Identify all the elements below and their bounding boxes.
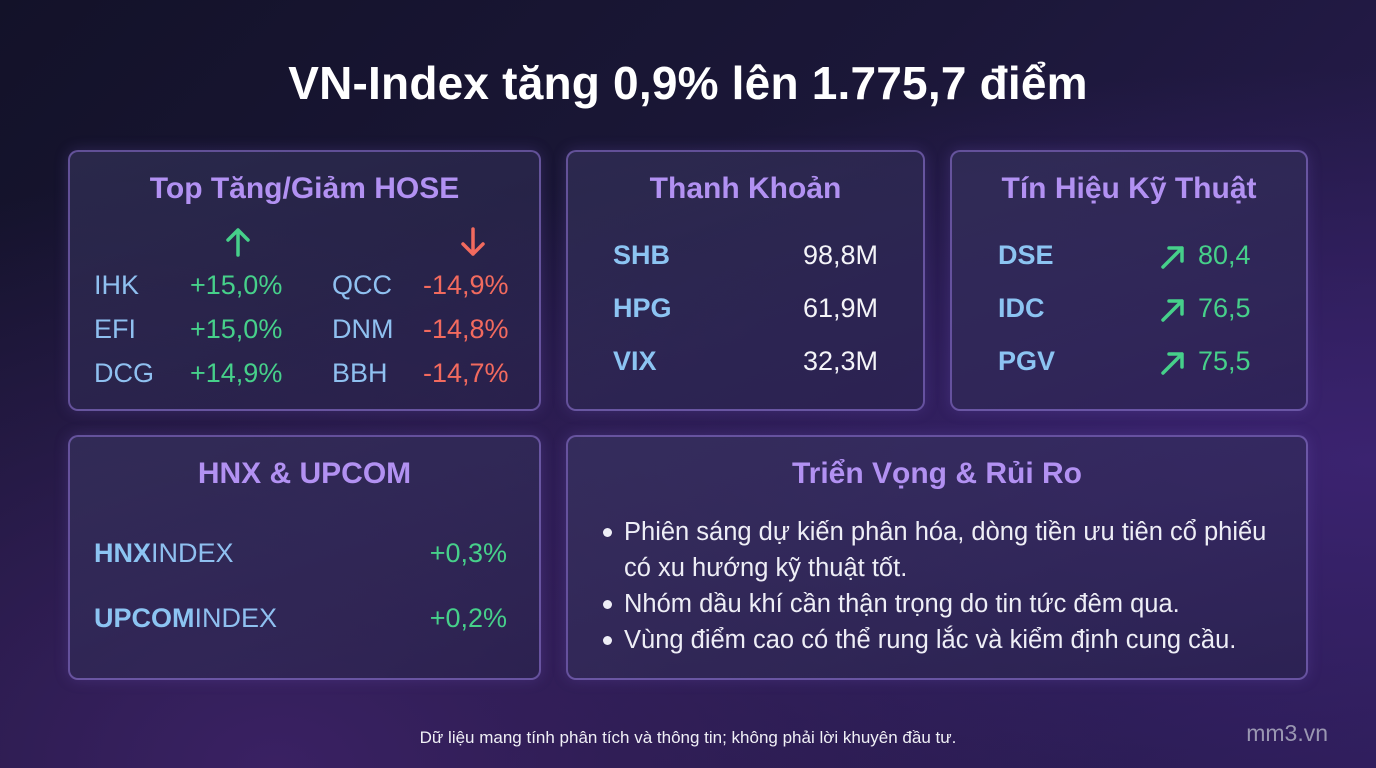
index-name-bold: UPCOM bbox=[94, 603, 195, 633]
loser-change: -14,8% bbox=[423, 314, 509, 344]
liquidity-ticker: HPG bbox=[613, 293, 672, 323]
index-change: +0,2% bbox=[429, 603, 507, 633]
index-name-rest: INDEX bbox=[194, 603, 278, 633]
technical-card: Tín Hiệu Kỹ Thuật DSE 80,4 IDC 76,5 PGV … bbox=[950, 150, 1308, 411]
hnx-upcom-card: HNX & UPCOM HNXINDEX +0,3% UPCOMINDEX +0… bbox=[68, 435, 541, 680]
list-item: Phiên sáng dự kiến phân hóa, dòng tiền ư… bbox=[600, 514, 1290, 586]
liquidity-title: Thanh Khoản bbox=[649, 172, 842, 205]
liquidity-value: 32,3M bbox=[802, 346, 878, 376]
liquidity-value: 98,8M bbox=[802, 240, 878, 270]
outlook-bullets: Phiên sáng dự kiến phân hóa, dòng tiền ư… bbox=[600, 514, 1290, 658]
list-item: Vùng điểm cao có thể rung lắc và kiểm đị… bbox=[600, 622, 1290, 658]
gainer-change: +15,0% bbox=[190, 314, 283, 344]
index-name-rest: INDEX bbox=[151, 538, 234, 568]
technical-ticker: PGV bbox=[998, 346, 1056, 376]
loser-change: -14,9% bbox=[423, 270, 509, 300]
page-title: VN-Index tăng 0,9% lên 1.775,7 điểm bbox=[288, 57, 1088, 109]
technical-ticker: DSE bbox=[998, 240, 1054, 270]
gainer-change: +14,9% bbox=[190, 358, 283, 388]
top-hose-title: Top Tăng/Giảm HOSE bbox=[149, 172, 460, 205]
gainer-ticker: IHK bbox=[94, 270, 140, 300]
trend-up-icon bbox=[1161, 246, 1184, 269]
technical-value: 75,5 bbox=[1198, 346, 1251, 376]
index-name-upcom: UPCOMINDEX bbox=[94, 603, 277, 634]
top-hose-card: Top Tăng/Giảm HOSE IHK +15,0% QCC -14,9%… bbox=[68, 150, 541, 411]
liquidity-card: Thanh Khoản SHB 98,8M HPG 61,9M VIX 32,3… bbox=[566, 150, 925, 411]
gainer-ticker: DCG bbox=[94, 358, 154, 388]
outlook-title: Triển Vọng & Rủi Ro bbox=[792, 457, 1082, 490]
hnx-upcom-title: HNX & UPCOM bbox=[197, 457, 412, 490]
arrow-down-icon bbox=[461, 227, 485, 256]
list-item: Nhóm dầu khí cần thận trọng do tin tức đ… bbox=[600, 586, 1290, 622]
loser-change: -14,7% bbox=[423, 358, 509, 388]
gainer-ticker: EFI bbox=[94, 314, 137, 344]
index-name-bold: HNX bbox=[94, 538, 152, 568]
index-name-hnx: HNXINDEX bbox=[94, 538, 234, 569]
liquidity-ticker: SHB bbox=[613, 240, 671, 270]
liquidity-ticker: VIX bbox=[613, 346, 657, 376]
technical-title: Tín Hiệu Kỹ Thuật bbox=[1001, 172, 1257, 205]
trend-up-icon bbox=[1161, 299, 1184, 322]
outlook-card: Triển Vọng & Rủi Ro bbox=[566, 435, 1308, 680]
liquidity-value: 61,9M bbox=[802, 293, 878, 323]
index-change: +0,3% bbox=[429, 538, 507, 568]
trend-up-icon bbox=[1161, 352, 1184, 375]
disclaimer: Dữ liệu mang tính phân tích và thông tin… bbox=[419, 728, 957, 747]
technical-ticker: IDC bbox=[998, 293, 1045, 323]
technical-value: 76,5 bbox=[1198, 293, 1251, 323]
technical-value: 80,4 bbox=[1198, 240, 1251, 270]
gainer-change: +15,0% bbox=[190, 270, 283, 300]
loser-ticker: DNM bbox=[332, 314, 394, 344]
watermark: mm3.vn bbox=[1246, 720, 1328, 746]
loser-ticker: QCC bbox=[332, 270, 392, 300]
loser-ticker: BBH bbox=[332, 358, 388, 388]
arrow-up-icon bbox=[226, 228, 250, 257]
